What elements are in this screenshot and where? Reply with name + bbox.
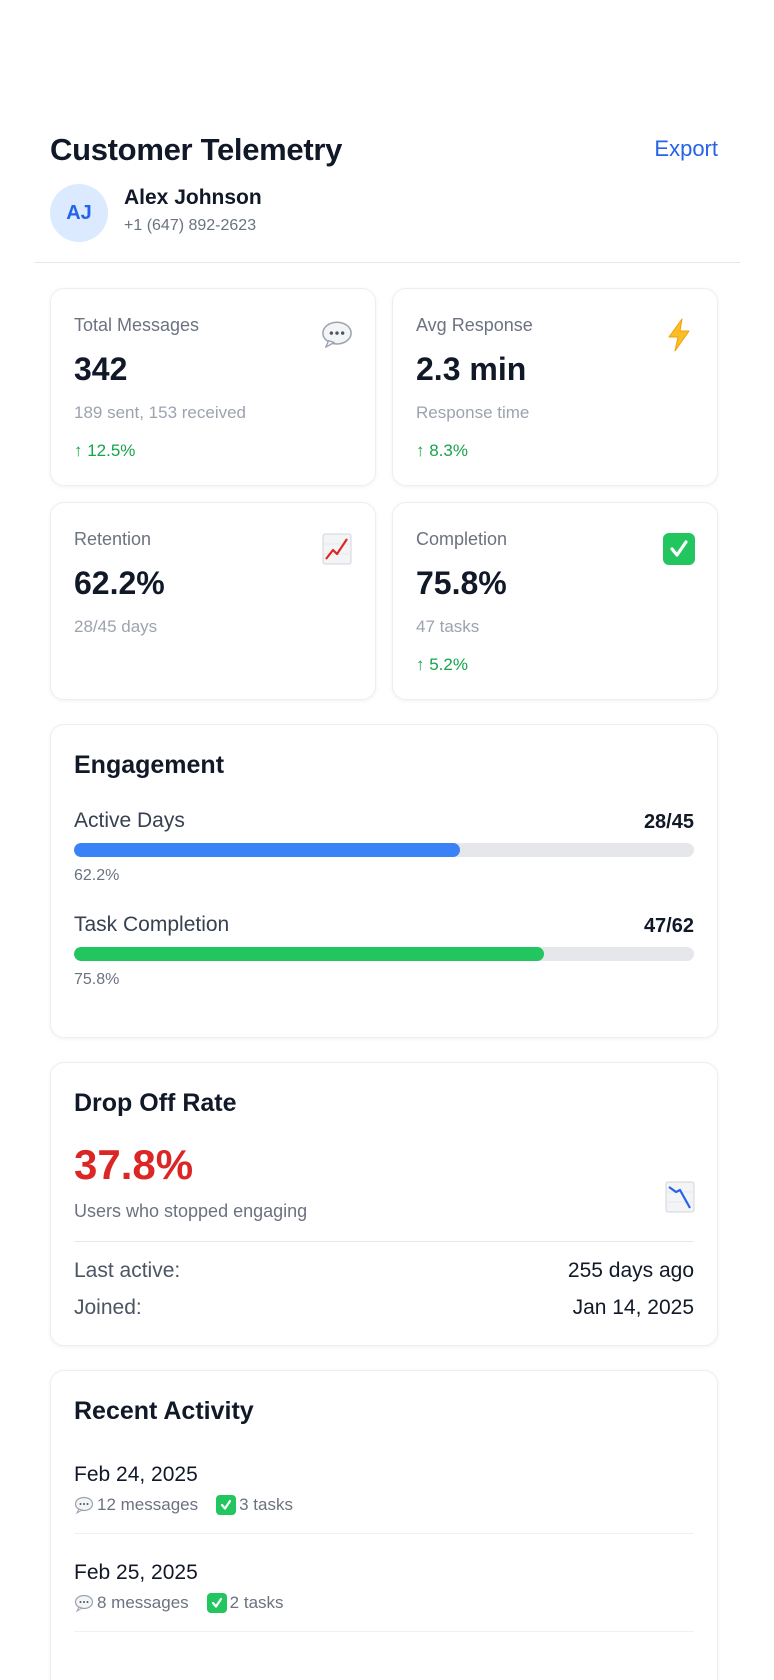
header-divider	[34, 262, 740, 263]
activity-messages: 8 messages	[97, 1593, 189, 1612]
stat-delta: ↑ 5.2%	[416, 655, 468, 674]
dropoff-description: Users who stopped engaging	[74, 1201, 308, 1221]
stat-label: Completion	[416, 529, 508, 549]
section-title: Engagement	[74, 751, 225, 779]
progress-count: 28/45	[643, 811, 694, 833]
dropoff-card: Drop Off Rate 37.8% Users who stopped en…	[50, 1062, 718, 1346]
speech-bubble-icon	[74, 1594, 94, 1612]
activity-date: Feb 25, 2025	[74, 1561, 198, 1584]
progress-fill	[74, 843, 460, 857]
speech-bubble-icon	[74, 1496, 94, 1514]
engagement-card: Engagement Active Days 28/45 62.2% Task …	[50, 724, 718, 1038]
export-button[interactable]: Export	[654, 136, 718, 161]
stat-card-retention: Retention 62.2% 28/45 days	[50, 502, 376, 700]
progress-track	[74, 947, 694, 961]
stat-label: Retention	[74, 529, 152, 549]
progress-percent: 62.2%	[74, 867, 120, 884]
activity-divider	[74, 1631, 694, 1632]
user-phone: +1 (647) 892-2623	[124, 217, 257, 234]
progress-count: 47/62	[643, 915, 694, 937]
stat-value: 342	[74, 351, 128, 387]
stat-subtext: 189 sent, 153 received	[74, 403, 247, 422]
stat-subtext: Response time	[416, 403, 530, 422]
progress-percent: 75.8%	[74, 971, 120, 988]
dropoff-value: 37.8%	[74, 1141, 194, 1188]
stat-subtext: 47 tasks	[416, 617, 480, 636]
stat-value: 2.3 min	[416, 351, 527, 387]
progress-label: Task Completion	[74, 913, 230, 936]
stat-subtext: 28/45 days	[74, 617, 158, 636]
progress-track	[74, 843, 694, 857]
last-active-label: Last active:	[74, 1259, 181, 1282]
stat-label: Avg Response	[416, 315, 533, 335]
joined-label: Joined:	[74, 1296, 142, 1319]
stat-card-avg-response: Avg Response 2.3 min Response time ↑ 8.3…	[392, 288, 718, 486]
lightning-icon	[663, 318, 695, 352]
activity-meta: 12 messages 3 tasks	[74, 1495, 311, 1515]
progress-label: Active Days	[74, 809, 185, 832]
section-title: Drop Off Rate	[74, 1089, 237, 1117]
avatar: AJ	[50, 184, 108, 242]
stat-value: 75.8%	[416, 565, 507, 601]
stat-value: 62.2%	[74, 565, 165, 601]
user-name: Alex Johnson	[124, 186, 262, 209]
activity-tasks: 2 tasks	[229, 1593, 284, 1612]
activity-divider	[74, 1533, 694, 1534]
check-mark-icon	[663, 533, 695, 565]
section-title: Recent Activity	[74, 1397, 254, 1425]
chart-decreasing-icon	[665, 1181, 695, 1213]
check-mark-icon	[206, 1593, 227, 1613]
dropoff-divider	[74, 1241, 694, 1242]
check-mark-icon	[216, 1495, 237, 1515]
progress-fill	[74, 947, 544, 961]
stat-delta: ↑ 12.5%	[74, 441, 136, 460]
stat-card-total-messages: Total Messages 342 189 sent, 153 receive…	[50, 288, 376, 486]
stat-label: Total Messages	[74, 315, 200, 335]
activity-date: Feb 24, 2025	[74, 1463, 198, 1486]
joined-value: Jan 14, 2025	[572, 1296, 694, 1319]
chart-increasing-icon	[321, 533, 353, 565]
last-active-value: 255 days ago	[567, 1259, 694, 1282]
stat-delta: ↑ 8.3%	[416, 441, 468, 460]
activity-tasks: 3 tasks	[239, 1495, 293, 1514]
header: Customer Telemetry Export AJ Alex Johnso…	[50, 132, 718, 244]
speech-bubble-icon	[321, 319, 353, 351]
recent-activity-card: Recent Activity Feb 24, 2025 12 messages…	[50, 1370, 718, 1680]
page-title: Customer Telemetry	[50, 132, 343, 167]
stat-card-completion: Completion 75.8% 47 tasks ↑ 5.2%	[392, 502, 718, 700]
activity-messages: 12 messages	[97, 1495, 199, 1514]
activity-meta: 8 messages 2 tasks	[74, 1593, 302, 1613]
